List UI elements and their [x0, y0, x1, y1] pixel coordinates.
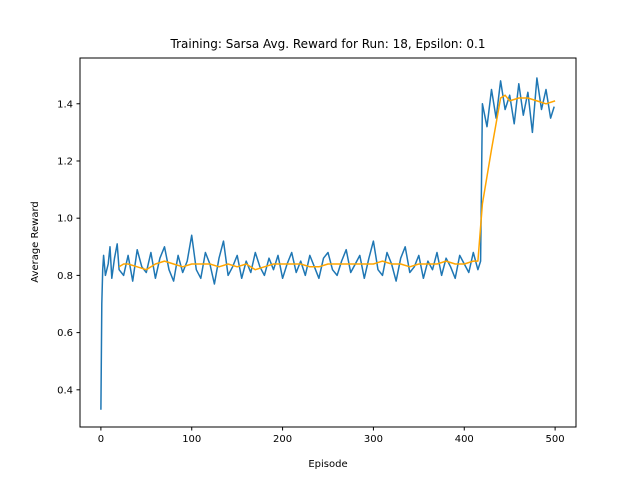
y-axis-label: Average Reward [30, 201, 41, 282]
series-layer [100, 77, 556, 410]
x-tick-label: 300 [364, 434, 383, 445]
chart-title: Training: Sarsa Avg. Reward for Run: 18,… [170, 37, 486, 51]
y-tick-label: 0.6 [57, 328, 73, 339]
x-tick-label: 200 [273, 434, 292, 445]
y-tick-label: 0.4 [57, 385, 73, 396]
x-tick-label: 400 [455, 434, 474, 445]
plot-frame [79, 57, 577, 428]
y-tick-label: 1.0 [57, 214, 73, 225]
y-tick-label: 1.4 [57, 99, 73, 110]
series-line-1 [100, 77, 555, 410]
series-line-2 [118, 94, 556, 271]
x-tick-label: 100 [182, 434, 201, 445]
x-tick-label: 0 [98, 434, 104, 445]
x-axis-label: Episode [308, 459, 347, 470]
x-tick-label: 500 [546, 434, 565, 445]
y-tick-label: 0.8 [57, 271, 73, 282]
y-tick-label: 1.2 [57, 156, 73, 167]
ticks-layer: 0 100 200 300 400 500 0.4 0.6 0.8 1.0 1.2 1.4 [57, 99, 565, 445]
